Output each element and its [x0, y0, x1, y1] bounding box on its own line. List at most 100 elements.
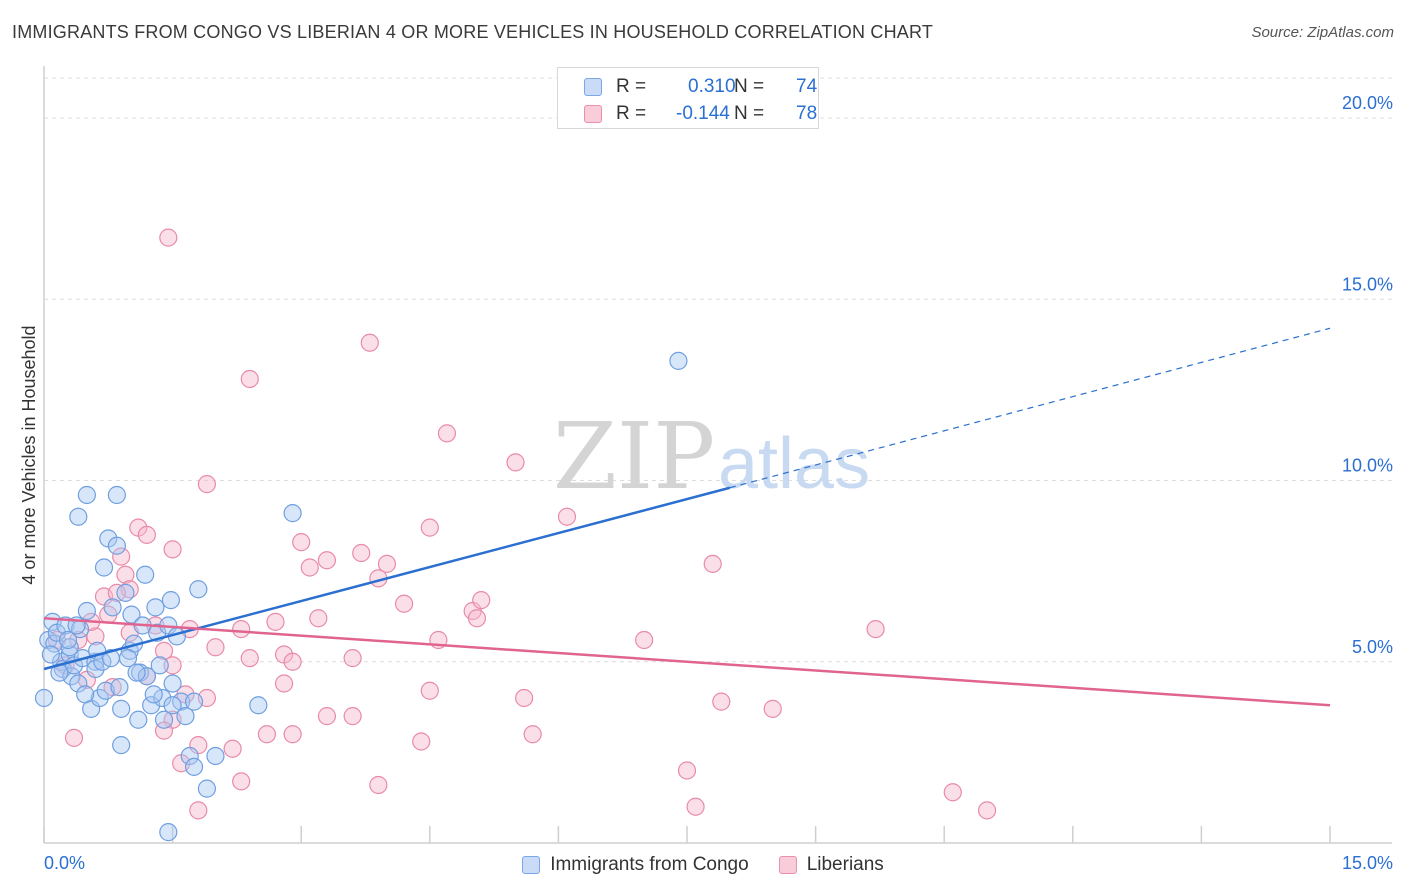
liberians-point — [343, 649, 362, 668]
congo-point — [159, 823, 178, 842]
liberians-point — [377, 554, 397, 573]
liberians-point — [557, 507, 577, 526]
liberians-points — [47, 228, 997, 820]
liberians-point — [163, 540, 182, 559]
watermark: ZIP atlas — [553, 403, 870, 510]
congo-point — [206, 746, 225, 766]
liberians-point — [86, 627, 105, 646]
congo-point — [112, 736, 131, 755]
legend-item-liberians[interactable]: Liberians — [778, 854, 884, 876]
congo-point — [184, 692, 204, 711]
liberians-point — [420, 681, 439, 700]
r-value: -0.144 — [676, 103, 730, 124]
congo-point — [161, 591, 180, 610]
congo-point — [249, 696, 268, 715]
n-value: 74 — [796, 76, 818, 97]
congo-point — [180, 746, 199, 766]
congo-point — [184, 757, 204, 776]
congo-swatch — [584, 78, 602, 96]
liberians-point — [112, 547, 131, 566]
axes — [43, 66, 1392, 844]
congo-point — [94, 558, 114, 577]
liberians-point — [943, 783, 962, 802]
congo-point — [137, 667, 156, 686]
liberians-point — [300, 558, 319, 577]
liberians-point — [232, 772, 251, 791]
r-label: R = — [616, 76, 647, 97]
liberians-point — [292, 533, 311, 552]
liberians-point — [352, 543, 371, 563]
congo-point — [41, 645, 60, 664]
congo-point — [86, 659, 105, 679]
liberians-point — [394, 594, 414, 613]
liberians-point — [412, 732, 431, 751]
congo-points — [34, 351, 688, 842]
legend-label-liberians: Liberians — [806, 854, 884, 875]
congo-point — [60, 638, 79, 657]
liberians-point — [163, 656, 182, 675]
grid-lines — [44, 77, 1392, 663]
liberians-legend-swatch — [778, 856, 797, 874]
liberians-point — [360, 333, 379, 352]
liberians-point — [206, 638, 225, 657]
congo-point — [150, 656, 169, 675]
congo-point — [45, 634, 64, 653]
series-legend: Immigrants from Congo Liberians — [0, 850, 1406, 880]
congo-point — [62, 667, 81, 686]
congo-point — [283, 504, 302, 523]
congo-point — [110, 678, 129, 697]
liberians-point — [309, 609, 328, 628]
congo-point — [136, 565, 155, 584]
congo-point — [96, 681, 115, 700]
liberians-point — [189, 801, 208, 820]
liberians-point — [116, 565, 135, 584]
congo-point — [154, 710, 174, 729]
n-value: 78 — [796, 103, 818, 124]
congo-point — [112, 699, 131, 718]
liberians-point — [437, 424, 457, 443]
congo-point — [127, 663, 146, 682]
y-axis-title: 4 or more Vehicles in Household — [19, 325, 39, 584]
liberians-point — [317, 707, 337, 726]
axis-labels: 5.0% 10.0% 15.0% 20.0% 0.0% 15.0% 4 or more Ve… — [19, 93, 1393, 873]
liberians-point — [703, 554, 722, 573]
congo-point — [58, 630, 78, 650]
liberians-point — [257, 725, 277, 744]
watermark-atlas: atlas — [718, 424, 870, 504]
liberians-point — [523, 725, 542, 744]
liberians-point — [232, 620, 251, 639]
y-tick-label: 15.0% — [1342, 274, 1393, 294]
liberians-point — [866, 620, 885, 639]
liberians-point — [266, 612, 285, 631]
liberians-point — [712, 692, 731, 711]
congo-point — [129, 710, 148, 729]
x-tick-label-min: 0.0% — [44, 853, 85, 873]
trend-lines — [43, 327, 1331, 707]
legend-label-congo: Immigrants from Congo — [550, 854, 749, 875]
congo-point — [77, 601, 96, 621]
liberians-point — [343, 707, 362, 726]
liberians-trend-line — [43, 617, 1331, 707]
liberians-point — [515, 688, 534, 708]
congo-trend-line — [43, 486, 731, 671]
congo-point — [34, 688, 54, 708]
liberians-point — [420, 518, 439, 537]
stats-legend: R = 0.310 N = 74 R = -0.144 N = 78 — [557, 67, 819, 129]
r-value: 0.310 — [688, 76, 736, 97]
congo-point — [69, 507, 88, 526]
liberians-point — [64, 728, 84, 747]
liberians-point — [137, 525, 156, 544]
legend-item-congo[interactable]: Immigrants from Congo — [522, 854, 749, 876]
liberians-point — [240, 649, 259, 668]
liberians-point — [369, 775, 388, 795]
congo-point — [176, 707, 195, 726]
watermark-zip: ZIP — [553, 403, 715, 510]
x-tick-label-max: 15.0% — [1342, 853, 1393, 873]
liberians-point — [472, 591, 491, 610]
liberians-point — [159, 228, 178, 247]
liberians-point — [154, 721, 174, 740]
congo-point — [90, 688, 109, 708]
liberians-point — [677, 761, 697, 780]
liberians-point — [506, 453, 525, 472]
